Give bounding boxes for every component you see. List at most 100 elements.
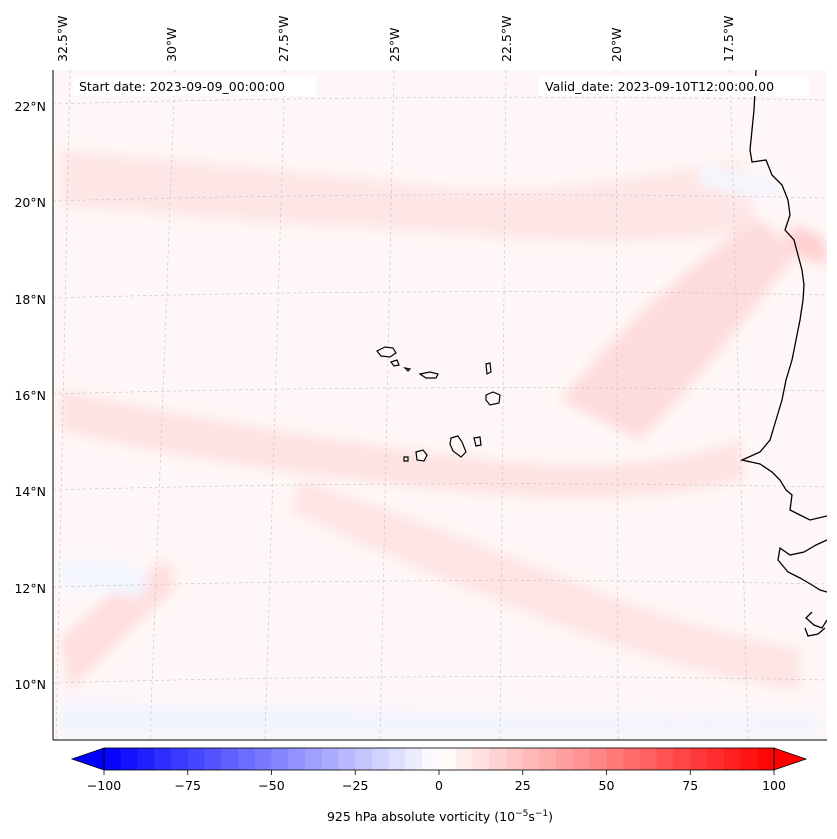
colorbar-segment	[372, 748, 390, 770]
colorbar-tick-label: −75	[175, 778, 201, 793]
map-panel: Start date: 2023-09-09_00:00:00 Valid_da…	[52, 70, 827, 741]
vorticity-field	[60, 150, 827, 735]
lat-line-18N	[53, 291, 827, 299]
colorbar-segment	[405, 748, 423, 770]
negative-vorticity-north	[700, 165, 780, 200]
longitude-labels: 32.5°W 30°W 27.5°W 25°W 22.5°W 20°W 17.5…	[55, 16, 736, 62]
colorbar-segment	[221, 748, 239, 770]
positive-vorticity-east-coast	[790, 225, 827, 265]
colorbar-segment	[388, 748, 407, 770]
lon-label-25W: 25°W	[387, 27, 402, 62]
lon-line-17-5W	[729, 70, 749, 740]
lon-label-27-5W: 27.5°W	[276, 16, 291, 62]
lat-label-18N: 18°N	[14, 292, 46, 307]
lat-label-16N: 16°N	[14, 388, 46, 403]
negative-vorticity-south	[60, 700, 820, 735]
valid-date-box	[539, 76, 809, 96]
positive-vorticity-band-south	[290, 480, 800, 690]
lat-label-14N: 14°N	[14, 484, 46, 499]
colorbar-tick-label: 75	[682, 778, 698, 793]
lat-label-12N: 12°N	[14, 581, 46, 596]
colorbar-segment	[171, 748, 189, 770]
lat-label-22N: 22°N	[14, 99, 46, 114]
colorbar-title-exponent-1: −5	[515, 809, 528, 819]
lon-line-27-5W	[264, 70, 286, 740]
lon-label-30W: 30°W	[164, 27, 179, 62]
colorbar-segment	[355, 748, 373, 770]
island-fogo	[415, 449, 428, 462]
lon-label-22-5W: 22.5°W	[499, 16, 514, 62]
latitude-labels: 22°N 20°N 18°N 16°N 14°N 12°N 10°N	[14, 99, 46, 692]
colorbar: −100 −75 −50 −25 0 25 50 75 100 925 hPa absolute…	[70, 747, 808, 824]
colorbar-tick-label: −50	[258, 778, 284, 793]
colorbar-segment	[556, 748, 574, 770]
lat-line-12N	[53, 580, 827, 588]
colorbar-segment	[137, 748, 155, 770]
colorbar-segment	[522, 748, 541, 770]
colorbar-segment	[338, 748, 356, 770]
island-sao-nicolau	[418, 371, 439, 379]
colorbar-segment	[606, 748, 624, 770]
island-santa-luzia	[403, 367, 412, 372]
island-sal	[485, 362, 492, 375]
colorbar-segment	[305, 748, 323, 770]
colorbar-segment	[455, 748, 474, 770]
island-boa-vista	[485, 391, 501, 406]
lat-line-22N	[53, 96, 827, 105]
colorbar-segment	[120, 748, 139, 770]
start-date-label: Start date: 2023-09-09_00:00:00	[79, 79, 285, 94]
colorbar-min-extension	[70, 747, 105, 771]
valid-date-label: Valid_date: 2023-09-10T12:00:00.00	[545, 79, 774, 94]
colorbar-segment	[271, 748, 289, 770]
colorbar-ticks: −100 −75 −50 −25 0 25 50 75 100	[87, 770, 786, 793]
lon-line-20W	[615, 70, 619, 740]
colorbar-segment	[707, 748, 725, 770]
island-santo-antao	[376, 346, 397, 358]
colorbar-segment	[489, 748, 507, 770]
lon-line-32-5W	[55, 70, 71, 740]
island-sao-vicente	[390, 359, 400, 367]
lon-label-20W: 20°W	[609, 27, 624, 62]
colorbar-segments	[104, 748, 775, 770]
colorbar-segment	[321, 748, 340, 770]
colorbar-segment	[589, 748, 608, 770]
colorbar-tick-label: −25	[342, 778, 368, 793]
colorbar-segment	[640, 748, 658, 770]
lat-line-14N	[53, 483, 827, 491]
colorbar-segment	[439, 748, 457, 770]
colorbar-segment	[254, 748, 273, 770]
colorbar-segment	[757, 748, 775, 770]
colorbar-segment	[238, 748, 256, 770]
island-brava	[403, 456, 409, 462]
lon-line-25W	[379, 70, 395, 740]
colorbar-max-extension	[773, 747, 808, 771]
colorbar-segment	[573, 748, 591, 770]
island-maio	[473, 436, 482, 447]
colorbar-segment	[740, 748, 758, 770]
colorbar-title-unit-s: s	[528, 809, 535, 824]
graticule	[53, 70, 827, 740]
colorbar-tick-label: −100	[87, 778, 121, 793]
cape-verde-islands	[376, 346, 501, 462]
colorbar-segment	[539, 748, 557, 770]
colorbar-title: 925 hPa absolute vorticity (10−5s−1)	[327, 809, 553, 824]
colorbar-segment	[506, 748, 524, 770]
colorbar-segment	[723, 748, 742, 770]
start-date-box	[73, 76, 316, 96]
lat-line-16N	[53, 387, 827, 395]
colorbar-segment	[104, 748, 122, 770]
colorbar-title-main: 925 hPa absolute vorticity (10	[327, 809, 515, 824]
lon-label-32-5W: 32.5°W	[55, 16, 70, 62]
colorbar-segment	[204, 748, 222, 770]
positive-vorticity-band-central	[60, 390, 745, 498]
lon-line-30W	[149, 70, 176, 740]
lat-line-20N	[53, 194, 827, 202]
colorbar-segment	[472, 748, 490, 770]
positive-vorticity-southwest	[60, 560, 175, 690]
lon-label-17-5W: 17.5°W	[721, 16, 736, 62]
colorbar-segment	[288, 748, 306, 770]
negative-vorticity-west	[60, 558, 150, 600]
colorbar-tick-label: 25	[515, 778, 531, 793]
positive-vorticity-diagonal	[560, 220, 800, 440]
